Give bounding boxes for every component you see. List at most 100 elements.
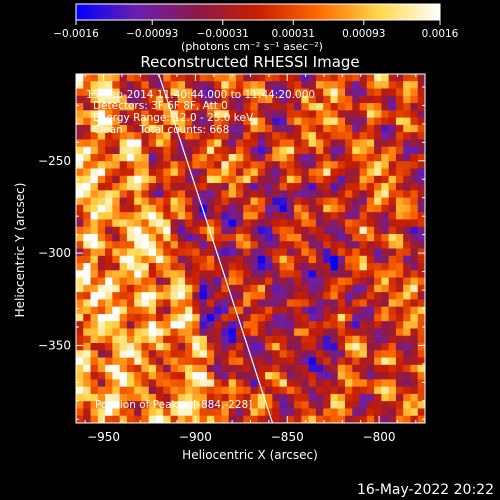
heatmap-cell	[395, 103, 404, 111]
heatmap-cell	[286, 306, 295, 315]
heatmap-cell	[359, 95, 368, 104]
heatmap-cell	[272, 306, 280, 315]
heatmap-cell	[250, 219, 259, 228]
heatmap-cell	[323, 270, 331, 278]
heatmap-cell	[134, 343, 142, 351]
heatmap-cell	[199, 277, 208, 286]
heatmap-cell	[163, 313, 171, 322]
heatmap-cell	[381, 386, 390, 395]
heatmap-cell	[301, 386, 310, 395]
heatmap-cell	[388, 226, 397, 235]
heatmap-cell	[381, 81, 390, 89]
heatmap-cell	[366, 306, 375, 315]
heatmap-cell	[155, 313, 164, 322]
heatmap-cell	[214, 241, 222, 249]
heatmap-cell	[279, 379, 288, 388]
heatmap-cell	[403, 204, 411, 213]
heatmap-cell	[148, 263, 157, 271]
heatmap-cell	[148, 313, 157, 322]
heatmap-cell	[265, 139, 273, 148]
heatmap-cell	[228, 364, 237, 373]
heatmap-cell	[97, 335, 106, 344]
heatmap-cell	[119, 88, 128, 97]
heatmap-cell	[76, 292, 84, 300]
heatmap-cell	[308, 284, 317, 293]
heatmap-cell	[83, 190, 91, 198]
heatmap-cell	[90, 364, 99, 373]
heatmap-cell	[366, 175, 375, 184]
heatmap-cell	[352, 175, 360, 184]
heatmap-cell	[235, 401, 244, 409]
heatmap-cell	[163, 357, 171, 366]
heatmap-cell	[141, 226, 150, 235]
heatmap-cell	[97, 197, 106, 206]
heatmap-cell	[148, 270, 157, 278]
heatmap-cell	[155, 219, 164, 228]
heatmap-cell	[294, 335, 302, 344]
heatmap-cell	[126, 401, 135, 409]
heatmap-cell	[192, 270, 200, 278]
heatmap-cell	[105, 277, 113, 286]
heatmap-cell	[308, 146, 317, 155]
heatmap-cell	[279, 226, 288, 235]
heatmap-cell	[119, 81, 128, 89]
colorbar-gradient	[75, 3, 441, 21]
heatmap-cell	[410, 139, 419, 148]
heatmap-cell	[119, 372, 128, 380]
heatmap-cell	[126, 393, 135, 402]
heatmap-cell	[134, 313, 142, 322]
heatmap-cell	[148, 248, 157, 257]
heatmap-cell	[388, 110, 397, 119]
heatmap-cell	[315, 313, 324, 322]
heatmap-cell	[243, 161, 251, 169]
heatmap-cell	[403, 95, 411, 104]
heatmap-cell	[90, 328, 99, 337]
heatmap-cell	[155, 270, 164, 278]
heatmap-cell	[97, 212, 106, 220]
heatmap-cell	[352, 292, 360, 300]
heatmap-cell	[163, 197, 171, 206]
heatmap-cell	[286, 292, 295, 300]
heatmap-cell	[235, 95, 244, 104]
heatmap-cell	[155, 190, 164, 198]
heatmap-cell	[177, 343, 186, 351]
heatmap-cell	[192, 233, 200, 242]
heatmap-cell	[126, 313, 135, 322]
heatmap-cell	[301, 139, 310, 148]
heatmap-cell	[345, 226, 353, 235]
heatmap-cell	[126, 357, 135, 366]
heatmap-cell	[286, 343, 295, 351]
heatmap-cell	[330, 357, 339, 366]
heatmap-cell	[359, 175, 368, 184]
heatmap-cell	[308, 117, 317, 126]
heatmap-cell	[206, 161, 215, 169]
heatmap-cell	[126, 117, 135, 126]
heatmap-cell	[214, 74, 222, 82]
heatmap-cell	[315, 408, 324, 417]
heatmap-cell	[403, 408, 411, 417]
heatmap-cell	[272, 372, 280, 380]
heatmap-cell	[235, 190, 244, 198]
heatmap-cell	[199, 103, 208, 111]
heatmap-cell	[301, 183, 310, 191]
heatmap-cell	[410, 190, 419, 198]
heatmap-cell	[410, 248, 419, 257]
heatmap-cell	[83, 379, 91, 388]
heatmap-cell	[330, 139, 339, 148]
heatmap-cell	[214, 175, 222, 184]
heatmap-cell	[235, 357, 244, 366]
heatmap-cell	[105, 124, 113, 133]
heatmap-cell	[206, 343, 215, 351]
heatmap-cell	[286, 110, 295, 119]
heatmap-cell	[250, 183, 259, 191]
heatmap-cell	[352, 132, 360, 140]
heatmap-cell	[359, 132, 368, 140]
heatmap-cell	[90, 212, 99, 220]
heatmap-cell	[76, 153, 84, 162]
heatmap-cell	[199, 393, 208, 402]
heatmap-cell	[199, 183, 208, 191]
heatmap-cell	[76, 233, 84, 242]
heatmap-cell	[330, 110, 339, 119]
heatmap-cell	[206, 248, 215, 257]
heatmap-cell	[141, 219, 150, 228]
